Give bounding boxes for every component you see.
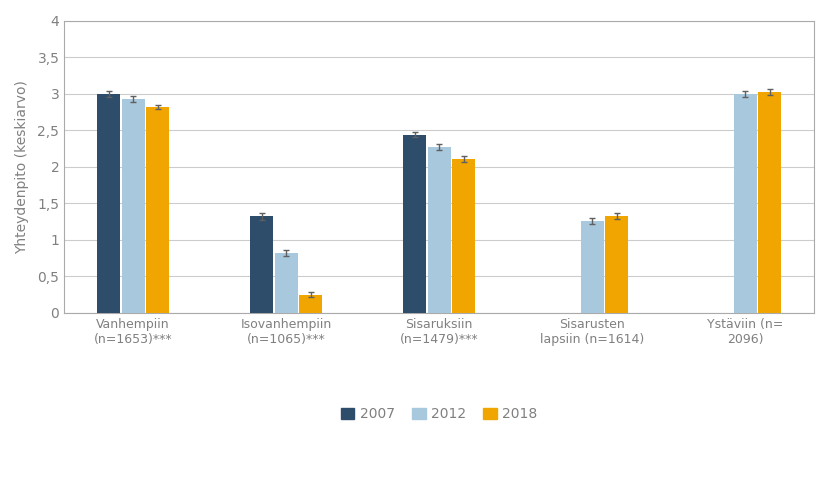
Bar [758,92,780,313]
Bar [274,253,297,313]
Bar [427,147,450,313]
Bar [250,217,272,313]
Bar [451,160,474,313]
Bar [580,221,603,313]
Bar [604,216,628,313]
Bar [97,93,120,313]
Bar [122,99,144,313]
Bar [146,107,169,313]
Legend: 2007, 2012, 2018: 2007, 2012, 2018 [335,402,542,427]
Bar [299,295,321,313]
Bar [733,94,756,313]
Y-axis label: Yhteydenpito (keskiarvo): Yhteydenpito (keskiarvo) [15,80,29,253]
Bar [402,135,426,313]
